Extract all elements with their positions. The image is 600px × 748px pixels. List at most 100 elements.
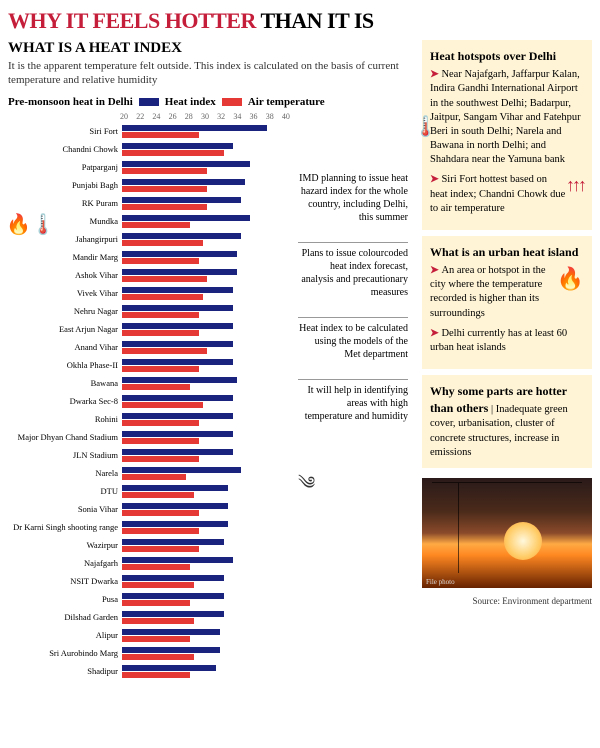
axis-tick: 24	[152, 112, 160, 121]
air-bar	[122, 528, 199, 534]
bar-row: NSIT Dwarka	[8, 573, 412, 590]
air-bar	[122, 654, 194, 660]
bar-pair	[122, 142, 292, 157]
heat-bar	[122, 485, 228, 491]
bar-label: Chandni Chowk	[8, 145, 122, 154]
axis-tick: 26	[169, 112, 177, 121]
air-bar	[122, 546, 199, 552]
bar-label: East Arjun Nagar	[8, 325, 122, 334]
heat-bar	[122, 287, 233, 293]
hotspots-bullet: ➤ Near Najafgarh, Jaffarpur Kalan, Indir…	[430, 68, 584, 167]
bar-label: Mandir Marg	[8, 253, 122, 262]
flame-icon: 🔥	[557, 264, 584, 294]
air-bar	[122, 402, 203, 408]
hotspots-bullet: ↑↑↑➤ Siri Fort hottest based on heat ind…	[430, 173, 584, 216]
heat-bar	[122, 341, 233, 347]
axis-tick: 32	[217, 112, 225, 121]
bar-row: Dilshad Garden	[8, 609, 412, 626]
bar-label: Vivek Vihar	[8, 289, 122, 298]
air-bar	[122, 132, 199, 138]
heat-bar	[122, 575, 224, 581]
bar-pair	[122, 610, 292, 625]
heat-bar	[122, 431, 233, 437]
heat-bar	[122, 323, 233, 329]
content-row: WHAT IS A HEAT INDEX It is the apparent …	[8, 40, 592, 681]
uhi-bullet: ➤ Delhi currently has at least 60 urban …	[430, 327, 584, 355]
heat-bar	[122, 143, 233, 149]
bar-row: JLN Stadium	[8, 447, 412, 464]
bar-row: Sri Aurobindo Marg	[8, 645, 412, 662]
axis-tick: 38	[266, 112, 274, 121]
chart-notes: IMD planning to issue heat hazard index …	[298, 172, 408, 441]
air-bar	[122, 294, 203, 300]
heat-bar	[122, 593, 224, 599]
bar-pair	[122, 178, 292, 193]
bar-label: Jahangirpuri	[8, 235, 122, 244]
bar-row: Chandni Chowk	[8, 141, 412, 158]
bar-label: Okhla Phase-II	[8, 361, 122, 370]
bar-row: Pusa	[8, 591, 412, 608]
bar-label: Najafgarh	[8, 559, 122, 568]
bar-pair	[122, 124, 292, 139]
bar-label: Wazirpur	[8, 541, 122, 550]
air-bar	[122, 222, 190, 228]
chart-subtitle: Pre-monsoon heat in Delhi	[8, 96, 133, 108]
air-bar	[122, 366, 199, 372]
air-bar	[122, 456, 199, 462]
chart-legend: Pre-monsoon heat in Delhi Heat index Air…	[8, 96, 412, 108]
air-bar	[122, 672, 190, 678]
chart-note: Plans to issue colourcoded heat index fo…	[298, 242, 408, 299]
bar-pair	[122, 538, 292, 553]
bar-label: DTU	[8, 487, 122, 496]
bar-row: Narela	[8, 465, 412, 482]
chart-note: IMD planning to issue heat hazard index …	[298, 172, 408, 224]
source-credit: Source: Environment department	[422, 596, 592, 606]
heat-bar	[122, 179, 245, 185]
axis-tick: 40	[282, 112, 290, 121]
chart-note: It will help in identifying areas with h…	[298, 379, 408, 423]
air-bar	[122, 600, 190, 606]
air-bar	[122, 636, 190, 642]
bar-pair	[122, 376, 292, 391]
heat-bar	[122, 125, 267, 131]
axis-tick: 28	[185, 112, 193, 121]
heat-bar	[122, 197, 241, 203]
chart-note: Heat index to be calculated using the mo…	[298, 317, 408, 361]
bar-pair	[122, 592, 292, 607]
bar-label: Nehru Nagar	[8, 307, 122, 316]
axis-tick: 20	[120, 112, 128, 121]
heat-bar	[122, 233, 241, 239]
air-bar	[122, 582, 194, 588]
heat-bar	[122, 269, 237, 275]
bar-pair	[122, 394, 292, 409]
bar-row: Sonia Vihar	[8, 501, 412, 518]
bar-pair	[122, 358, 292, 373]
why-box: Why some parts are hotter than others | …	[422, 375, 592, 468]
arrow-icon: ➤	[430, 265, 441, 276]
heat-bar	[122, 251, 237, 257]
heat-bar	[122, 467, 241, 473]
heat-index-title: WHAT IS A HEAT INDEX	[8, 40, 412, 57]
heat-arrows-icon: ↑↑↑	[566, 173, 584, 197]
heat-bar	[122, 359, 233, 365]
bar-pair	[122, 160, 292, 175]
heat-swatch	[139, 98, 159, 106]
bar-pair	[122, 484, 292, 499]
bar-label: Rohini	[8, 415, 122, 424]
air-swatch	[222, 98, 242, 106]
air-bar	[122, 492, 194, 498]
heat-bar	[122, 413, 233, 419]
bar-label: JLN Stadium	[8, 451, 122, 460]
bar-pair	[122, 268, 292, 283]
air-bar	[122, 618, 194, 624]
air-bar	[122, 438, 199, 444]
air-bar	[122, 240, 203, 246]
left-column: WHAT IS A HEAT INDEX It is the apparent …	[8, 40, 412, 681]
bar-row: Siri Fort	[8, 123, 412, 140]
air-bar	[122, 168, 207, 174]
bar-label: Narela	[8, 469, 122, 478]
bar-label: Alipur	[8, 631, 122, 640]
legend-air-label: Air temperature	[248, 96, 325, 108]
bar-label: Sonia Vihar	[8, 505, 122, 514]
bar-pair	[122, 340, 292, 355]
